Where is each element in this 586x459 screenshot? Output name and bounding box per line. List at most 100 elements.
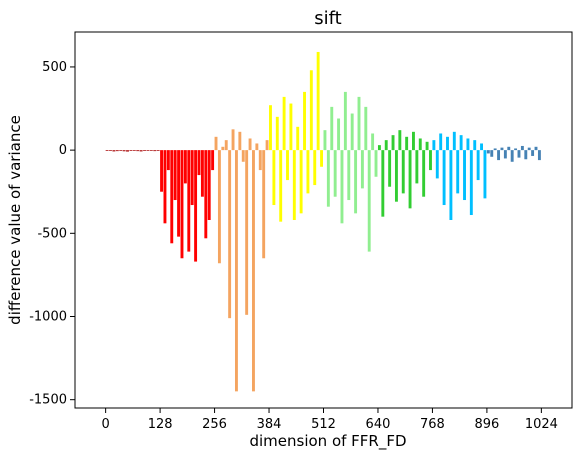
x-axis-label: dimension of FFR_FD (249, 432, 406, 451)
plot-area (74, 31, 573, 409)
bar (173, 150, 177, 201)
bar (238, 131, 242, 151)
bar (279, 150, 283, 222)
bar (289, 103, 293, 151)
bar (493, 148, 497, 151)
bar (194, 150, 198, 262)
bar (282, 96, 286, 151)
plot-frame (75, 32, 572, 408)
bar (323, 130, 327, 151)
bar (350, 113, 354, 151)
bar (316, 51, 320, 151)
bar (129, 150, 133, 151)
bar (224, 140, 228, 151)
bar (524, 150, 528, 160)
bar (139, 150, 143, 152)
bar (432, 140, 436, 151)
bars-group (105, 51, 541, 392)
x-tick-label: 384 (257, 417, 282, 432)
bar (258, 150, 262, 171)
bar (105, 150, 109, 151)
bar (136, 150, 140, 152)
bar (510, 150, 514, 162)
bar (330, 106, 334, 151)
bar (163, 150, 167, 224)
bar (500, 147, 504, 151)
bar (459, 135, 463, 151)
bar (275, 116, 279, 151)
bar (490, 150, 494, 157)
bar (435, 150, 439, 179)
y-tick-label: 0 (59, 143, 67, 158)
bar (520, 145, 524, 151)
bar (132, 150, 136, 151)
bar (326, 150, 330, 207)
x-tick-label: 0 (101, 417, 109, 432)
bar (405, 136, 409, 151)
bar (527, 147, 531, 151)
bar (364, 106, 368, 151)
bar (292, 150, 296, 220)
bar (241, 150, 245, 162)
bar (313, 150, 317, 186)
bar (217, 150, 221, 264)
bar (255, 143, 259, 151)
bar (248, 138, 252, 151)
x-tick-label: 512 (311, 417, 336, 432)
bar (507, 146, 511, 151)
bar (190, 150, 194, 206)
bar (486, 150, 490, 154)
bar (456, 150, 460, 194)
bar (517, 150, 521, 158)
bar (303, 91, 306, 151)
bar (207, 150, 211, 220)
bar (306, 150, 310, 194)
x-tick-label: 896 (474, 417, 499, 432)
bar (197, 150, 201, 176)
y-axis-label: difference value of variance (6, 115, 24, 325)
bar (153, 150, 157, 152)
bar (204, 150, 208, 239)
bar (231, 129, 235, 151)
bar (160, 150, 164, 192)
bar (394, 150, 398, 202)
bar (537, 150, 541, 161)
bar (442, 150, 446, 206)
x-tick-label: 640 (366, 417, 391, 432)
chart-title: sift (314, 8, 341, 29)
bar (286, 150, 289, 181)
bar (360, 150, 364, 189)
bar (374, 150, 378, 177)
bar (122, 150, 126, 152)
bar (357, 96, 361, 151)
bar (177, 150, 181, 237)
bar (343, 91, 347, 151)
bar (170, 150, 174, 244)
bar (531, 150, 535, 156)
bar (388, 150, 392, 187)
bar (367, 150, 371, 252)
bar (347, 150, 351, 201)
bar (408, 150, 412, 209)
y-tick-label: -1000 (29, 309, 67, 324)
bar (425, 141, 429, 151)
bar (483, 150, 487, 199)
bar (476, 150, 480, 181)
bar (296, 126, 300, 151)
bar (262, 150, 266, 259)
bar (143, 150, 146, 151)
bar (384, 140, 388, 151)
bar (112, 150, 116, 152)
bar (381, 150, 385, 217)
bar (446, 136, 449, 151)
bar (269, 105, 272, 151)
bar (439, 133, 443, 151)
bar (272, 150, 276, 206)
bar (211, 150, 215, 171)
bar (429, 150, 432, 171)
bar (422, 150, 426, 197)
bar (354, 150, 358, 214)
bar (503, 150, 507, 159)
bar (534, 146, 538, 151)
